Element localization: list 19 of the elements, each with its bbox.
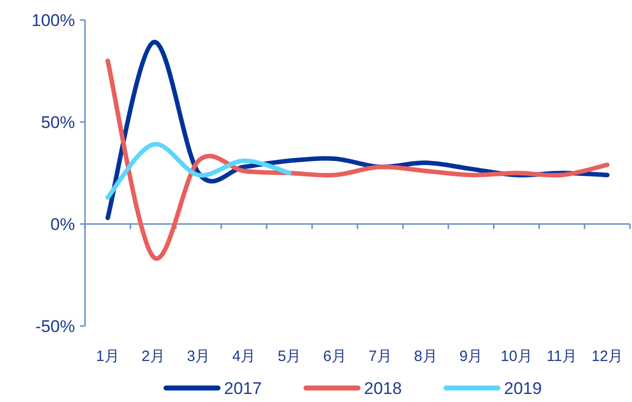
x-tick-label: 12月 [591,348,624,365]
x-tick-label: 2月 [141,348,165,365]
x-tick-label: 8月 [414,348,438,365]
x-tick-label: 6月 [323,348,346,365]
x-tick-label: 10月 [500,348,532,365]
x-tick-label: 1月 [96,348,120,365]
y-tick-label: -50% [35,317,75,336]
y-tick-label: 50% [40,113,75,132]
legend-label: 2019 [504,379,542,398]
x-tick-label: 11月 [546,348,578,365]
x-tick-label: 9月 [459,348,483,365]
y-tick-label: 100% [32,11,75,30]
legend-label: 2018 [364,379,402,398]
x-tick-label: 4月 [232,348,256,365]
x-tick-label: 3月 [186,348,210,365]
y-tick-label: 0% [50,215,75,234]
x-tick-label: 7月 [368,348,392,365]
legend-label: 2017 [224,379,262,398]
x-tick-label: 5月 [278,348,302,365]
